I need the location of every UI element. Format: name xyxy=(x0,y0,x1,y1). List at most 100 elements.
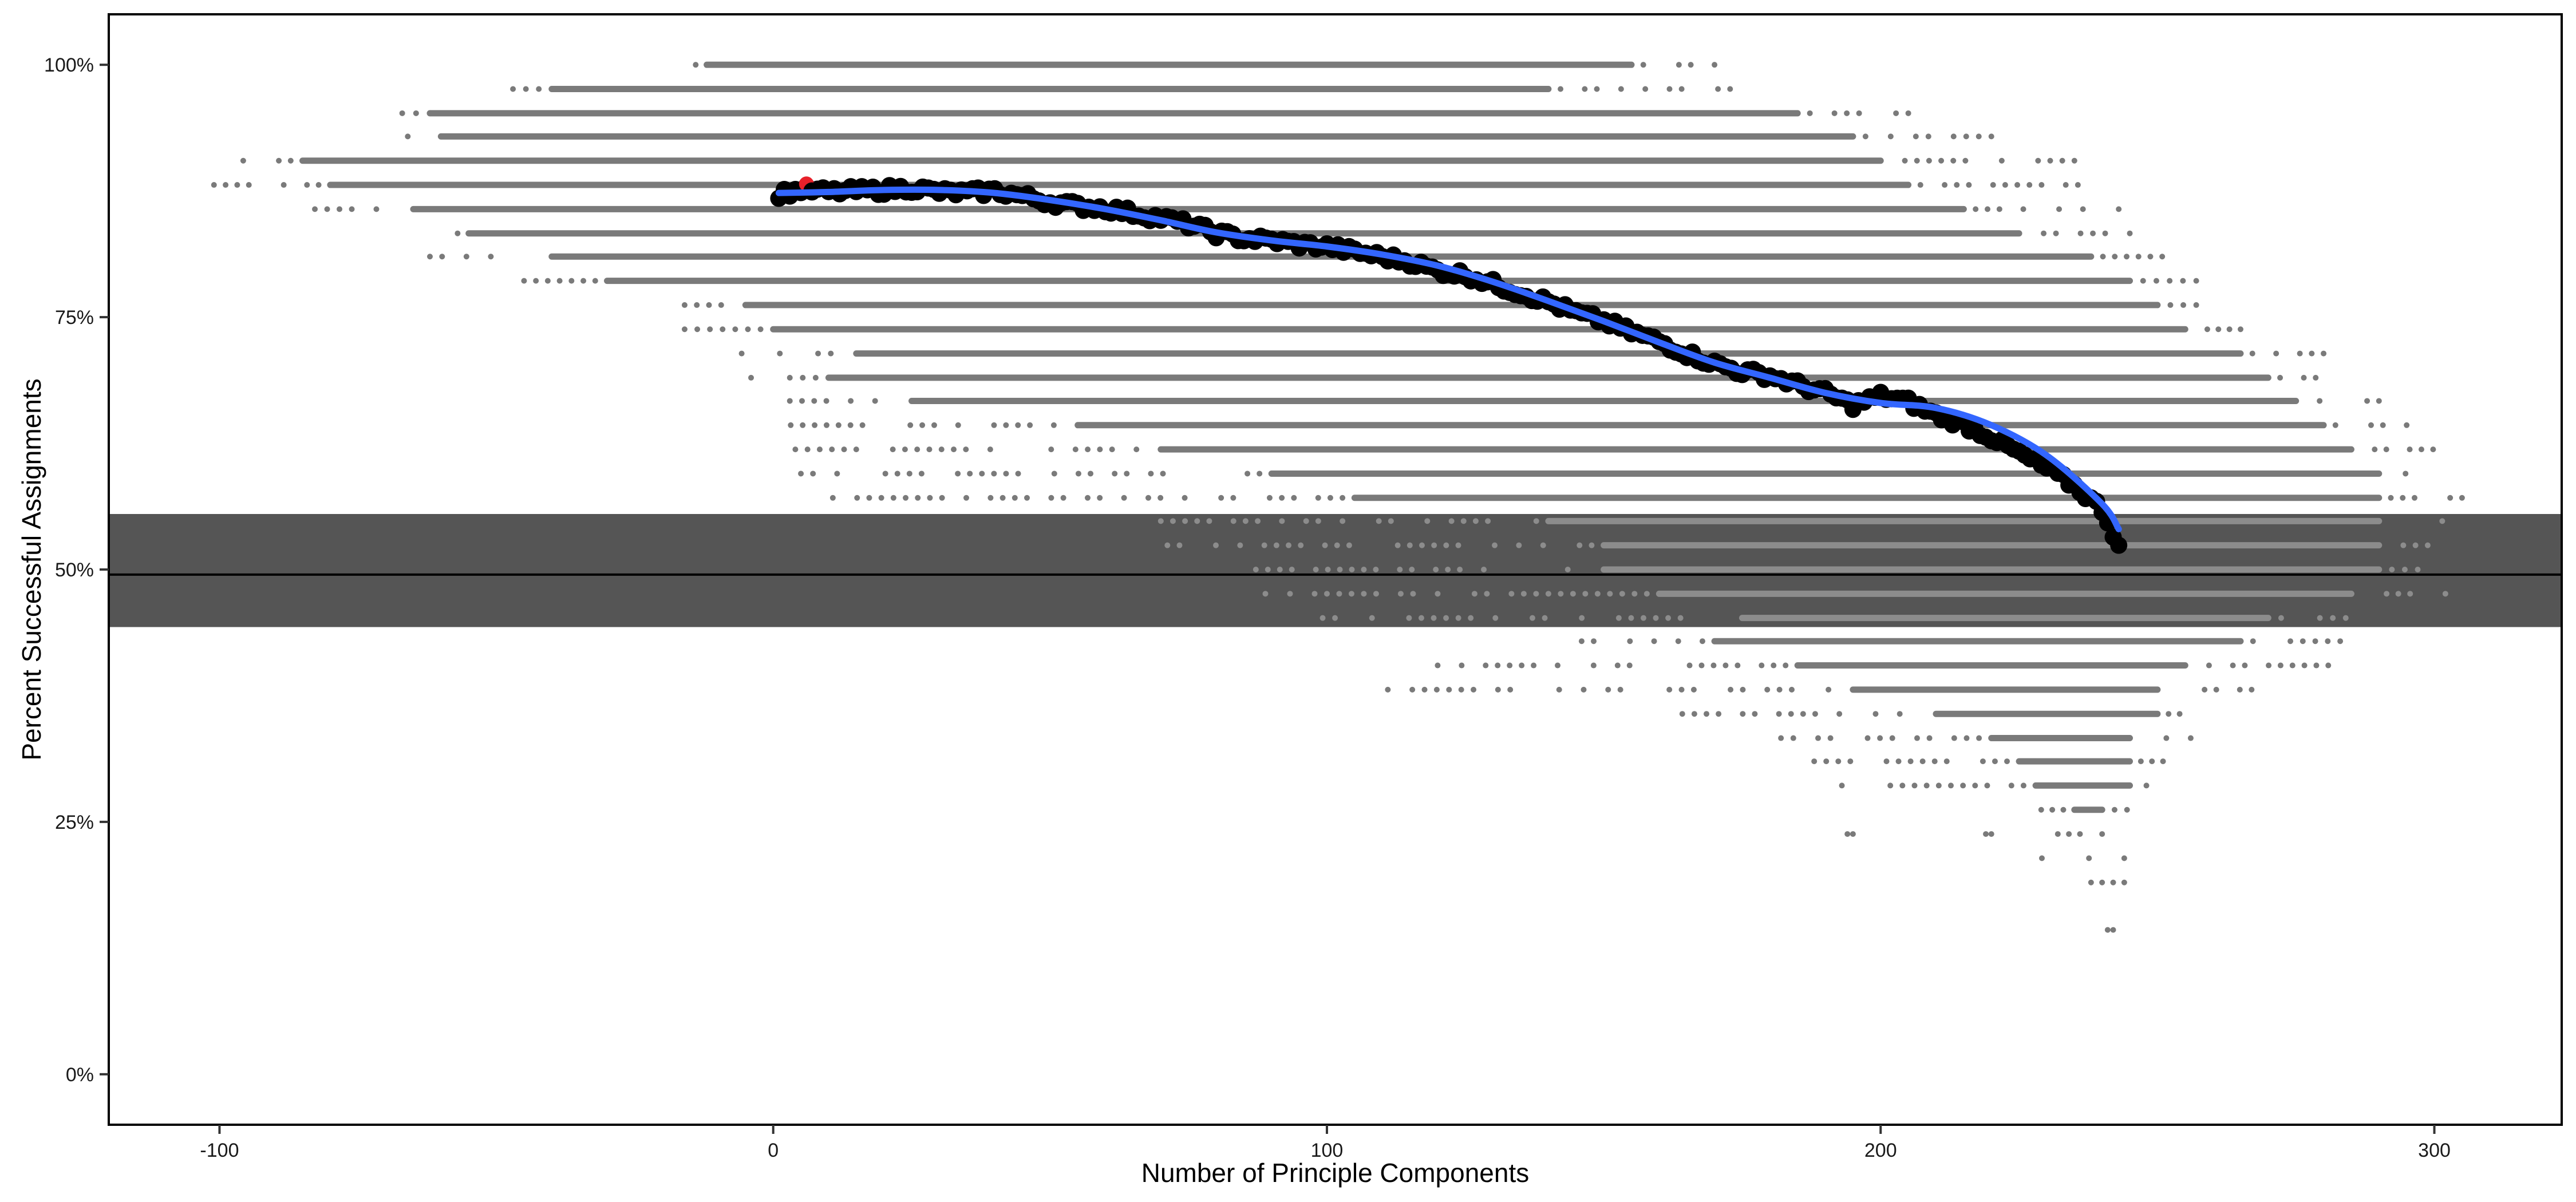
background-point xyxy=(1850,686,1856,693)
background-point xyxy=(2317,615,2323,621)
background-point xyxy=(890,495,896,501)
background-point xyxy=(1640,615,1646,621)
background-point xyxy=(1261,542,1267,548)
background-point xyxy=(800,422,806,428)
background-point xyxy=(882,470,888,477)
background-point xyxy=(1911,782,1918,789)
background-point xyxy=(1938,157,1945,164)
background-point xyxy=(1951,735,1957,741)
background-point xyxy=(2400,542,2407,548)
background-point xyxy=(2127,735,2133,741)
background-point xyxy=(2099,806,2105,813)
background-point xyxy=(1124,470,1130,477)
background-point xyxy=(2110,927,2116,933)
background-point xyxy=(1577,542,1583,548)
background-point xyxy=(2277,374,2283,381)
background-point xyxy=(1269,470,1275,477)
background-point xyxy=(2376,398,2382,404)
background-point xyxy=(745,326,751,333)
background-point xyxy=(1085,495,1091,501)
background-point xyxy=(1877,735,1883,741)
background-point xyxy=(2313,662,2320,669)
background-point xyxy=(1926,157,1932,164)
background-point xyxy=(1160,470,1166,477)
background-point xyxy=(463,254,469,260)
background-row xyxy=(681,302,2199,309)
background-point xyxy=(2442,591,2448,597)
background-point xyxy=(2002,182,2008,188)
background-point xyxy=(1157,518,1164,524)
background-point xyxy=(2176,711,2183,717)
background-point xyxy=(2159,254,2166,260)
background-point xyxy=(706,302,712,308)
background-point xyxy=(1919,758,1926,765)
background-point xyxy=(1435,662,1441,669)
background-point xyxy=(1601,567,1607,572)
background-point xyxy=(1998,157,2005,164)
background-point xyxy=(1712,62,1718,68)
background-point xyxy=(1472,518,1479,524)
background-point xyxy=(1710,662,1717,669)
background-point xyxy=(1542,615,1548,621)
background-point xyxy=(1349,567,1355,572)
background-point xyxy=(829,446,835,453)
background-point xyxy=(2226,326,2233,333)
background-row xyxy=(1578,638,2344,645)
background-point xyxy=(1678,686,1685,693)
background-point xyxy=(2297,350,2303,357)
background-point xyxy=(1340,495,1346,501)
background-point xyxy=(1778,735,1784,741)
background-point xyxy=(2332,422,2338,428)
background-point xyxy=(2138,758,2144,765)
background-point xyxy=(800,374,806,381)
background-point xyxy=(1445,567,1451,572)
background-point xyxy=(1856,110,1862,116)
background-point xyxy=(1656,591,1662,597)
background-point xyxy=(1835,758,1842,765)
background-point xyxy=(1716,711,1722,717)
background-point xyxy=(2193,302,2199,308)
background-point xyxy=(2404,422,2410,428)
background-point xyxy=(2180,302,2187,308)
background-point xyxy=(1976,133,1982,140)
background-point xyxy=(2111,806,2117,813)
background-point xyxy=(2317,398,2323,404)
background-point xyxy=(2127,278,2133,284)
background-point xyxy=(1579,615,1585,621)
background-point xyxy=(1850,133,1856,140)
background-point xyxy=(2047,157,2053,164)
background-point xyxy=(1776,711,1782,717)
x-tick-label: 300 xyxy=(2418,1140,2451,1161)
background-point xyxy=(2143,782,2150,789)
background-point xyxy=(1483,662,1489,669)
background-point xyxy=(1582,86,1588,92)
background-point xyxy=(1325,567,1331,572)
background-point xyxy=(1435,591,1441,597)
background-point xyxy=(1327,495,1333,501)
background-point xyxy=(1759,662,1765,669)
background-point xyxy=(926,446,933,453)
background-point xyxy=(2167,302,2174,308)
background-point xyxy=(2242,662,2248,669)
background-point xyxy=(2163,735,2170,741)
background-row xyxy=(1253,566,2421,573)
background-point xyxy=(399,110,405,116)
background-point xyxy=(1831,110,1838,116)
background-point xyxy=(1556,686,1562,693)
background-point xyxy=(2075,182,2081,188)
background-point xyxy=(1902,157,1908,164)
background-point xyxy=(2330,615,2336,621)
background-point xyxy=(2321,350,2327,357)
background-point xyxy=(1255,518,1261,524)
background-point xyxy=(2215,326,2222,333)
background-point xyxy=(1218,495,1224,501)
background-point xyxy=(770,326,776,333)
background-row xyxy=(787,397,2382,404)
background-point xyxy=(2337,638,2344,645)
background-point xyxy=(2325,662,2332,669)
background-point xyxy=(903,495,909,501)
background-point xyxy=(2403,470,2409,477)
background-point xyxy=(1145,495,1151,501)
background-point xyxy=(1507,686,1514,693)
background-point xyxy=(324,206,330,212)
